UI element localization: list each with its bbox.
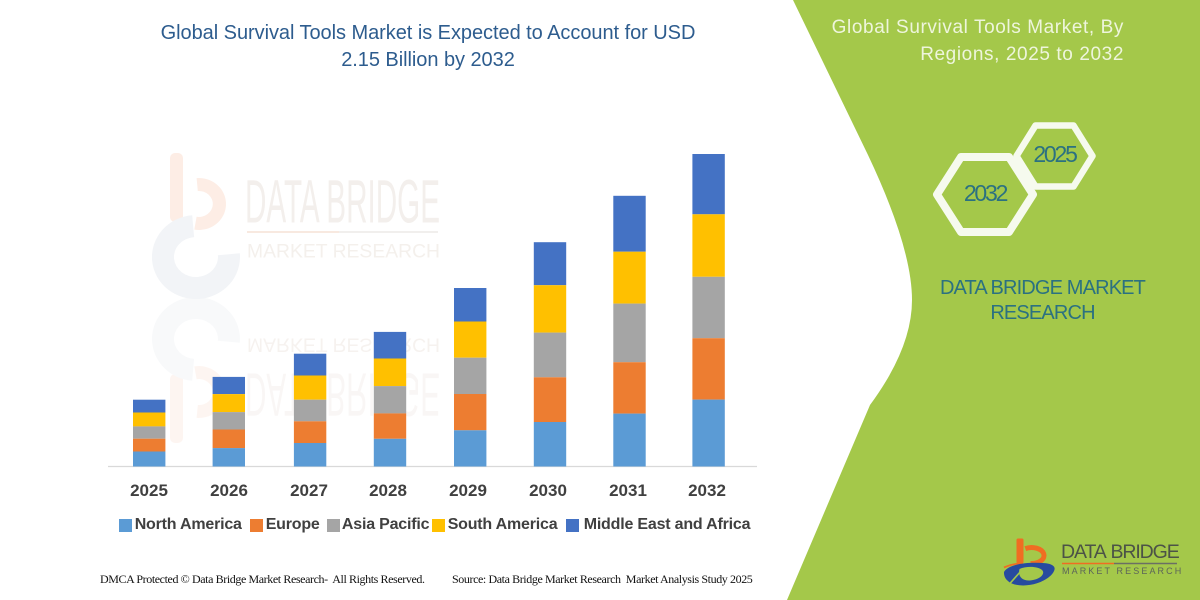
svg-text:MARKET RESEARCH: MARKET RESEARCH: [247, 334, 440, 355]
svg-text:MARKET RESEARCH: MARKET RESEARCH: [247, 241, 440, 262]
svg-text:DATA BRIDGE: DATA BRIDGE: [245, 360, 440, 429]
svg-text:DATA BRIDGE: DATA BRIDGE: [245, 168, 440, 237]
